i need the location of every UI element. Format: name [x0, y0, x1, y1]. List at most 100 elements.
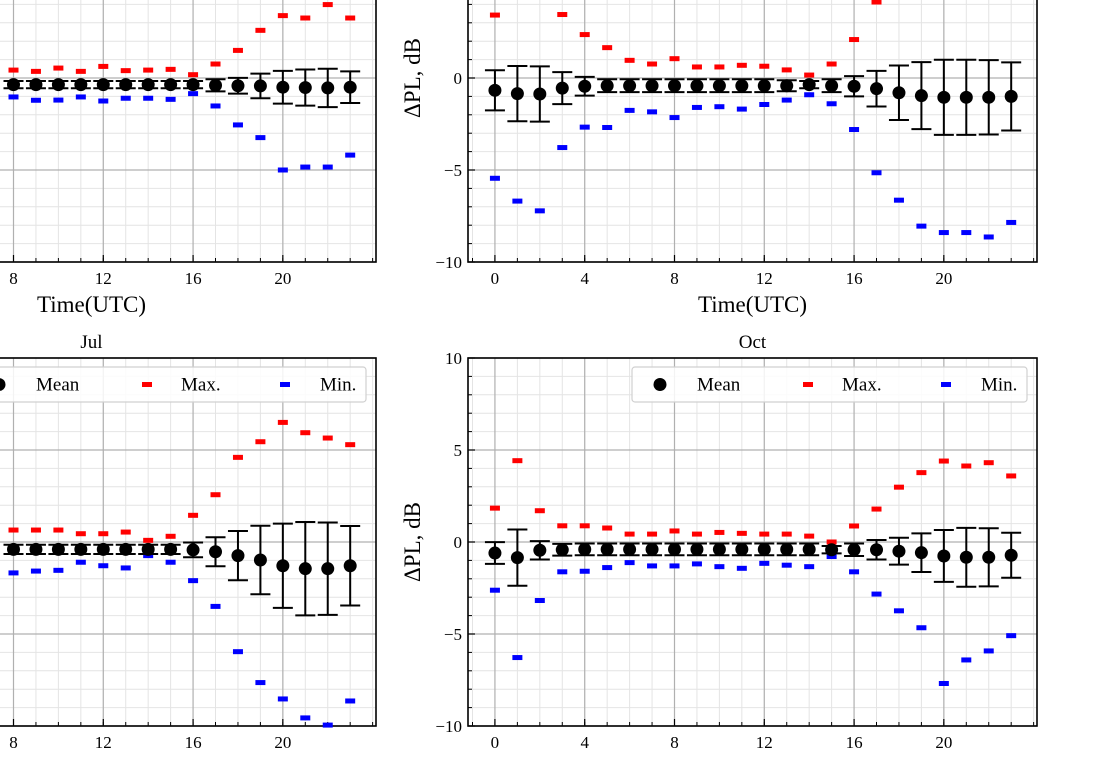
max-marker	[647, 531, 658, 537]
min-marker	[871, 591, 882, 597]
min-marker	[893, 197, 904, 203]
max-marker	[736, 530, 747, 536]
mean-marker	[253, 553, 267, 567]
mean-marker	[825, 543, 839, 557]
min-marker	[602, 565, 613, 571]
mean-marker	[74, 78, 88, 92]
max-marker	[961, 463, 972, 469]
max-marker	[916, 470, 927, 476]
max-marker	[938, 458, 949, 464]
max-marker	[691, 531, 702, 537]
mean-marker	[343, 80, 357, 94]
legend-label: Min.	[320, 375, 356, 396]
legend-label: Max.	[842, 375, 882, 396]
max-marker	[669, 528, 680, 534]
mean-marker	[735, 79, 749, 93]
min-marker	[277, 696, 288, 702]
mean-marker	[623, 79, 637, 93]
mean-marker	[914, 89, 928, 103]
mean-marker	[600, 79, 614, 93]
mean-marker	[982, 550, 996, 564]
y-tick-label: 5	[454, 441, 463, 460]
legend-label: Min.	[981, 375, 1017, 396]
x-tick-label: 20	[274, 733, 291, 752]
max-marker	[804, 72, 815, 78]
mean-marker	[735, 542, 749, 556]
x-tick-label: 20	[935, 269, 952, 288]
max-marker	[602, 525, 613, 531]
y-tick-label: 0	[454, 69, 463, 88]
max-marker	[826, 61, 837, 67]
min-marker	[120, 565, 131, 571]
max-marker	[893, 484, 904, 490]
subplot-title: Oct	[739, 332, 767, 353]
mean-marker	[623, 542, 637, 556]
mean-marker	[937, 90, 951, 104]
mean-marker	[164, 78, 178, 92]
max-marker	[345, 15, 356, 21]
x-tick-label: 16	[846, 269, 863, 288]
min-marker	[579, 568, 590, 574]
x-tick-label: 8	[9, 733, 18, 752]
mean-marker	[7, 78, 21, 92]
max-marker	[624, 57, 635, 63]
min-marker	[232, 122, 243, 128]
min-marker	[826, 101, 837, 107]
min-marker	[1006, 633, 1017, 639]
x-tick-label: 12	[756, 269, 773, 288]
y-tick-label: −5	[444, 625, 462, 644]
data-points	[3, 2, 361, 173]
max-marker	[255, 27, 266, 33]
max-marker	[804, 533, 815, 539]
mean-marker	[937, 549, 951, 563]
min-marker	[938, 230, 949, 236]
min-marker	[165, 96, 176, 102]
max-marker	[849, 37, 860, 43]
max-marker	[534, 508, 545, 514]
y-tick-label: −10	[435, 253, 462, 272]
max-marker	[983, 460, 994, 466]
min-marker	[557, 145, 568, 151]
axes-frame	[467, 357, 1038, 727]
min-marker	[98, 563, 109, 569]
max-marker	[53, 65, 64, 71]
mean-marker	[892, 86, 906, 100]
max-marker	[489, 12, 500, 18]
min-marker	[165, 559, 176, 565]
min-marker	[143, 95, 154, 101]
max-marker	[232, 47, 243, 53]
mean-marker	[29, 542, 43, 556]
max-marker	[512, 458, 523, 464]
mean-marker	[96, 542, 110, 556]
x-tick-label: 20	[274, 269, 291, 288]
min-marker	[983, 234, 994, 240]
max-marker	[322, 2, 333, 8]
x-tick-label: 8	[670, 269, 679, 288]
min-marker	[691, 104, 702, 110]
min-marker	[210, 603, 221, 609]
mean-marker	[343, 559, 357, 573]
max-marker	[165, 533, 176, 539]
mean-marker	[645, 79, 659, 93]
min-marker	[98, 98, 109, 104]
legend-box	[631, 366, 1028, 403]
max-marker	[210, 492, 221, 498]
min-marker	[210, 103, 221, 109]
min-marker	[512, 198, 523, 204]
min-marker	[938, 680, 949, 686]
max-marker	[188, 512, 199, 518]
max-marker	[557, 523, 568, 529]
min-marker	[759, 560, 770, 566]
min-marker	[322, 722, 333, 728]
min-marker	[871, 170, 882, 176]
max-marker	[30, 68, 41, 74]
max-marker	[300, 430, 311, 436]
min-marker	[669, 115, 680, 121]
max-marker	[781, 67, 792, 73]
mean-marker	[802, 542, 816, 556]
mean-marker	[51, 542, 65, 556]
min-marker	[669, 563, 680, 569]
axes-frame	[0, 357, 377, 727]
min-marker	[489, 587, 500, 593]
